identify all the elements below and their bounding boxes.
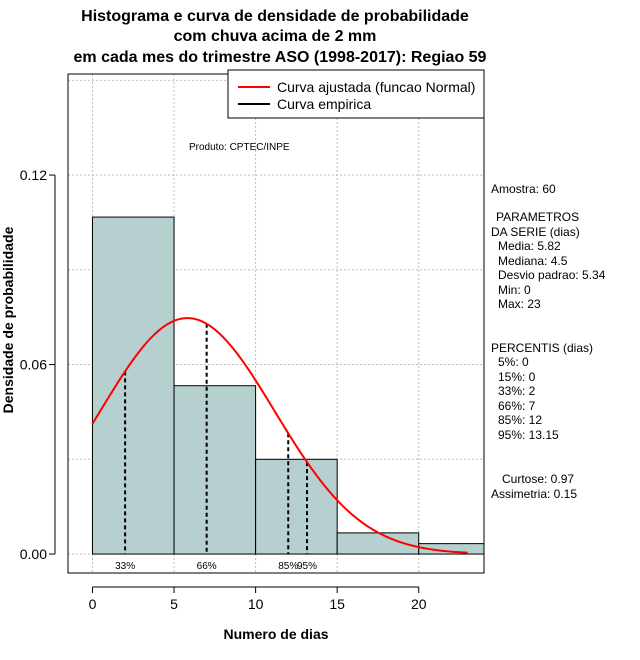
product-annotation: Produto: CPTEC/INPE [189,142,290,153]
stat-p66: 66%: 7 [498,399,536,413]
bars-layer [91,216,485,555]
percentile-label-66: 66% [197,561,217,572]
y-tick-label: 0.12 [20,167,47,183]
stat-sd: Desvio padrao: 5.34 [498,268,606,282]
stat-median: Mediana: 4.5 [498,254,568,268]
stat-max: Max: 23 [498,297,541,311]
stat-percentiles-heading: PERCENTIS (dias) [491,341,593,355]
normal-fit-curve [91,317,468,554]
stat-p15: 15%: 0 [498,370,536,384]
title-line-2: com chuva acima de 2 mm [174,28,377,45]
legend-box [227,69,485,119]
x-tick-label: 0 [89,596,97,612]
stat-params-heading: PARAMETROS [496,210,579,224]
stat-sample: Amostra: 60 [491,182,556,196]
y-axis-label: Densidade de probabilidade [0,226,16,413]
histogram-bar-0 [91,216,175,555]
x-tick-label: 5 [170,596,178,612]
stat-skewness: Assimetria: 0.15 [491,487,577,501]
stat-kurtosis: Curtose: 0.97 [502,472,574,486]
stat-p33: 33%: 2 [498,384,536,398]
stat-p95: 95%: 13.15 [498,428,559,442]
stat-p5: 5%: 0 [498,355,529,369]
stat-mean: Media: 5.82 [498,239,561,253]
axes-layer: 0 5 10 15 20 0.00 0.06 0.12 [20,167,427,612]
legend-label-empirical: Curva empirica [277,96,371,112]
histogram-bar-1 [173,385,257,555]
x-tick-label: 10 [248,596,264,612]
x-tick-label: 20 [411,596,427,612]
chart-title: Histograma e curva de densidade de proba… [74,8,487,66]
y-tick-label: 0.06 [20,357,47,373]
percentile-label-33: 33% [115,561,135,572]
stat-params-subheading: DA SERIE (dias) [491,225,580,239]
stat-min: Min: 0 [498,283,531,297]
title-line-1: Histograma e curva de densidade de proba… [81,8,469,25]
title-line-3: em cada mes do trimestre ASO (1998-2017)… [74,49,487,66]
histogram-bar-2 [255,458,338,555]
percentile-layer: 33% 66% 85%95% [115,323,317,572]
x-tick-label: 15 [329,596,345,612]
x-axis-label: Numero de dias [223,626,328,642]
percentile-label-95: 95% [297,561,317,572]
stat-p85: 85%: 12 [498,413,542,427]
side-stats: Amostra: 60 PARAMETROS DA SERIE (dias) M… [491,182,606,501]
y-tick-label: 0.00 [20,546,47,562]
percentile-label-85: 85% [278,561,298,572]
legend: Curva ajustada (funcao Normal) Curva emp… [227,69,485,119]
legend-label-fitted: Curva ajustada (funcao Normal) [277,79,475,95]
